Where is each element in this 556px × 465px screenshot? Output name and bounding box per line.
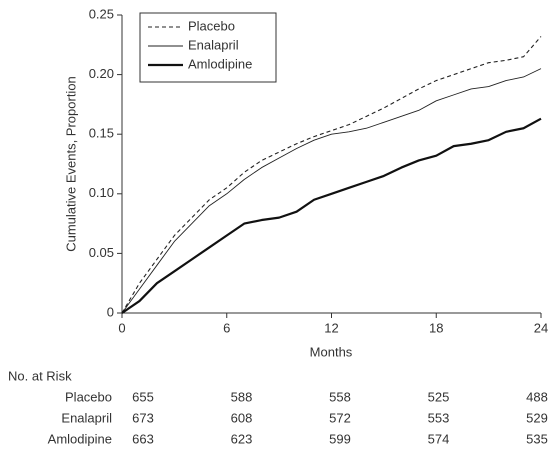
y-tick-label: 0	[107, 304, 114, 319]
risk-value: 663	[132, 431, 154, 446]
y-tick-label: 0.10	[89, 185, 114, 200]
risk-value: 599	[329, 431, 351, 446]
risk-value: 529	[526, 410, 548, 425]
series-line	[121, 117, 542, 314]
y-tick-label: 0.20	[89, 66, 114, 81]
x-tick-label: 0	[118, 320, 125, 335]
risk-value: 572	[329, 410, 351, 425]
y-tick-label: 0.05	[89, 245, 114, 260]
x-tick-label: 6	[223, 320, 230, 335]
risk-value: 574	[428, 431, 450, 446]
y-tick-label: 0.25	[89, 6, 114, 21]
series-line	[121, 68, 542, 314]
x-tick-label: 18	[429, 320, 443, 335]
risk-value: 488	[526, 389, 548, 404]
risk-value: 588	[231, 389, 253, 404]
x-axis-label: Months	[310, 344, 353, 359]
risk-value: 525	[428, 389, 450, 404]
legend-label: Placebo	[188, 18, 235, 33]
risk-table-title: No. at Risk	[8, 368, 72, 383]
risk-value: 655	[132, 389, 154, 404]
risk-row-name: Placebo	[65, 389, 112, 404]
legend-label: Enalapril	[188, 37, 239, 52]
legend-box	[139, 12, 277, 83]
risk-value: 553	[428, 410, 450, 425]
risk-value: 608	[231, 410, 253, 425]
risk-row-name: Amlodipine	[48, 431, 112, 446]
x-tick-label: 24	[534, 320, 548, 335]
risk-value: 535	[526, 431, 548, 446]
y-tick-label: 0.15	[89, 126, 114, 141]
y-axis-label: Cumulative Events, Proportion	[63, 76, 78, 252]
x-tick-label: 12	[324, 320, 338, 335]
risk-row-name: Enalapril	[61, 410, 112, 425]
legend-label: Amlodipine	[188, 56, 252, 71]
risk-value: 558	[329, 389, 351, 404]
risk-value: 673	[132, 410, 154, 425]
risk-value: 623	[231, 431, 253, 446]
